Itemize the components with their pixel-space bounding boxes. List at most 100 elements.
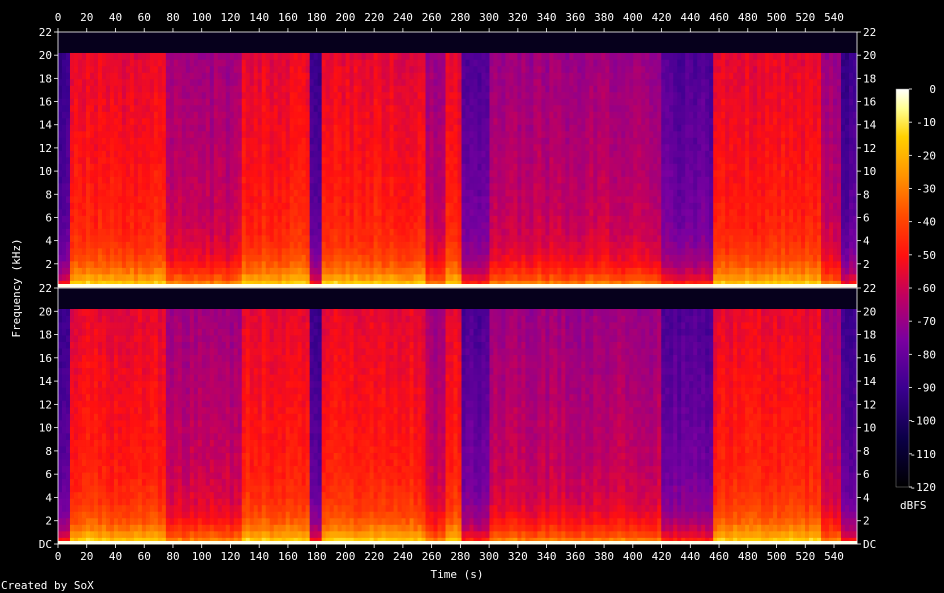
spectrogram-cell (293, 195, 299, 203)
spectrogram-cell (289, 143, 295, 151)
spectrogram-cell (313, 130, 319, 138)
spectrogram-cell (217, 143, 223, 151)
spectrogram-cell (561, 273, 566, 281)
spectrogram-cell (329, 247, 335, 255)
spectrogram-cell (585, 267, 590, 275)
spectrogram-cell (217, 254, 223, 262)
spectrogram-cell (597, 234, 602, 242)
spectrogram-cell (81, 195, 87, 203)
spectrogram-cell (325, 104, 331, 112)
spectrogram-cell (93, 182, 99, 190)
spectrogram-cell (393, 273, 398, 281)
spectrogram-cell (461, 195, 466, 203)
spectrogram-cell (221, 208, 227, 216)
spectrogram-cell (521, 52, 526, 60)
spectrogram-cell (477, 59, 482, 67)
spectrogram-cell (125, 202, 131, 210)
spectrogram-cell (309, 65, 315, 73)
spectrogram-cell (573, 163, 578, 171)
spectrogram-cell (581, 104, 586, 112)
spectrogram-cell (469, 78, 474, 86)
spectrogram-cell (569, 260, 574, 268)
spectrogram-cell (565, 59, 570, 67)
spectrogram-cell (205, 280, 211, 288)
spectrogram-cell (329, 78, 335, 86)
spectrogram-cell (109, 85, 115, 93)
spectrogram-cell (465, 117, 470, 125)
spectrogram-cell (365, 124, 371, 132)
spectrogram-cell (309, 189, 315, 197)
spectrogram-cell (261, 202, 267, 210)
spectrogram-cell (577, 254, 582, 262)
spectrogram-cell (461, 267, 466, 275)
spectrogram-cell (421, 228, 426, 236)
spectrogram-cell (85, 98, 91, 106)
spectrogram-cell (93, 273, 99, 281)
spectrogram-cell (161, 234, 167, 242)
spectrogram-cell (561, 267, 566, 275)
spectrogram-cell (361, 72, 367, 80)
spectrogram-cell (421, 215, 426, 223)
spectrogram-cell (541, 234, 546, 242)
spectrogram-cell (121, 234, 127, 242)
spectrogram-cell (229, 143, 235, 151)
spectrogram-cell (289, 280, 295, 288)
spectrogram-cell (489, 280, 494, 288)
spectrogram-cell (577, 124, 582, 132)
spectrogram-cell (509, 65, 514, 73)
spectrogram-cell (405, 280, 410, 288)
spectrogram-cell (221, 182, 227, 190)
spectrogram-cell (421, 208, 426, 216)
spectrogram-cell (273, 78, 279, 86)
spectrogram-cell (153, 130, 159, 138)
spectrogram-cell (421, 156, 426, 164)
spectrogram-cell (521, 143, 526, 151)
spectrogram-cell (349, 182, 355, 190)
spectrogram-cell (489, 117, 494, 125)
spectrogram-cell (65, 117, 71, 125)
spectrogram-cell (253, 182, 259, 190)
spectrogram-cell (281, 241, 287, 249)
spectrogram-cell (205, 234, 211, 242)
spectrogram-cell (125, 91, 131, 99)
spectrogram-cell (381, 111, 386, 119)
spectrogram-cell (517, 156, 522, 164)
spectrogram-cell (549, 280, 554, 288)
spectrogram-cell (209, 117, 215, 125)
spectrogram-cell (197, 65, 203, 73)
spectrogram-cell (85, 137, 91, 145)
spectrogram-cell (261, 130, 267, 138)
spectrogram-cell (365, 98, 371, 106)
spectrogram-cell (309, 169, 315, 177)
spectrogram-cell (413, 228, 418, 236)
spectrogram-cell (273, 176, 279, 184)
spectrogram-cell (389, 189, 394, 197)
spectrogram-cell (605, 156, 610, 164)
spectrogram-cell (69, 228, 75, 236)
spectrogram-cell (305, 52, 311, 60)
spectrogram-cell (233, 78, 239, 86)
spectrogram-cell (197, 150, 203, 158)
spectrogram-cell (297, 189, 303, 197)
spectrogram-cell (169, 273, 175, 281)
spectrogram-cell (293, 111, 299, 119)
spectrogram-cell (229, 182, 235, 190)
spectrogram-cell (313, 208, 319, 216)
spectrogram-cell (145, 65, 151, 73)
spectrogram-cell (353, 59, 359, 67)
spectrogram-cell (597, 267, 602, 275)
spectrogram-cell (309, 130, 315, 138)
spectrogram-cell (137, 104, 143, 112)
spectrogram-cell (465, 59, 470, 67)
spectrogram-cell (145, 52, 151, 60)
spectrogram-cell (301, 137, 307, 145)
spectrogram-cell (221, 137, 227, 145)
spectrogram-cell (421, 78, 426, 86)
spectrogram-cell (429, 215, 434, 223)
spectrogram-cell (485, 72, 490, 80)
spectrogram-cell (497, 280, 502, 288)
spectrogram-cell (281, 163, 287, 171)
spectrogram-cell (353, 221, 359, 229)
spectrogram-cell (365, 143, 371, 151)
spectrogram-cell (273, 143, 279, 151)
